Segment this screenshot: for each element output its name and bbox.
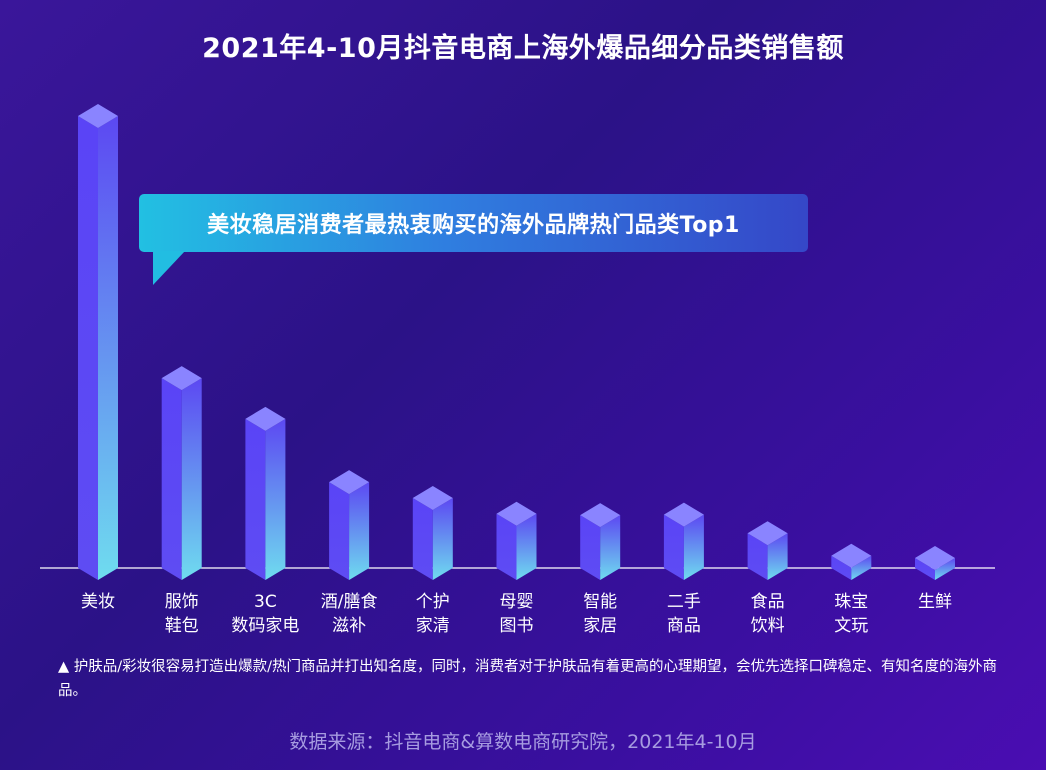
category-label-line: 个护 [415, 592, 450, 612]
category-label-line: 服饰 [164, 592, 199, 612]
category-label-line: 生鲜 [918, 592, 952, 612]
bar-top-face [663, 502, 704, 527]
bar-left-face [496, 513, 517, 580]
footnote: ▲ 护肤品/彩妆很容易打造出爆款/热门商品并打出知名度，同时，消费者对于护肤品有… [58, 659, 998, 699]
bar-top-face [412, 485, 453, 510]
bar [915, 546, 955, 580]
bar [329, 470, 370, 580]
category-label-line: 酒/膳食 [320, 592, 378, 612]
category-label-line: 鞋包 [164, 616, 199, 636]
bar-right-face [181, 378, 202, 580]
bar-top-face [915, 546, 955, 571]
bar-top-face [78, 104, 118, 128]
chart-title: 2021年4-10月抖音电商上海外爆品细分品类销售额 [202, 33, 844, 64]
bar [580, 503, 621, 580]
bar-top-face [245, 406, 286, 431]
category-label: 二手 商品 [634, 590, 734, 638]
category-label-line: 文玩 [834, 616, 869, 636]
category-label-line: 图书 [499, 616, 534, 636]
bar-left-face [831, 555, 852, 580]
bar [78, 104, 118, 580]
bar [747, 521, 788, 580]
category-label-line: 二手 [666, 592, 701, 612]
category-label-line: 智能 [583, 592, 618, 612]
category-label-line: 食品 [750, 592, 785, 612]
category-label: 母婴 图书 [467, 590, 567, 638]
bar-right-face [600, 515, 621, 580]
bar [412, 485, 453, 580]
category-label-line: 美妆 [81, 592, 115, 612]
callout-text: 美妆稳居消费者最热衷购买的海外品牌热门品类Top1 [207, 213, 740, 238]
bar-right-face [851, 555, 872, 580]
bar-right-face [98, 116, 118, 580]
category-label: 生鲜 [885, 590, 985, 614]
bar-top-face [329, 470, 370, 495]
category-label-line: 商品 [666, 616, 701, 636]
category-label-line: 3C [254, 592, 277, 612]
category-label-line: 珠宝 [834, 592, 869, 612]
bar-top-face [747, 521, 788, 546]
category-label-line: 家清 [415, 616, 450, 636]
category-label: 美妆 [48, 590, 148, 614]
bar-right-face [265, 418, 286, 580]
bar [831, 543, 872, 580]
bar-right-face [935, 558, 955, 580]
bar-right-face [516, 513, 537, 580]
bar-left-face [663, 514, 684, 580]
callout-box: 美妆稳居消费者最热衷购买的海外品牌热门品类Top1 [139, 194, 808, 252]
category-label-line: 家居 [583, 616, 618, 636]
bar-left-face [747, 533, 768, 580]
category-label: 服饰 鞋包 [132, 590, 232, 638]
category-label-line: 数码家电 [231, 616, 300, 636]
bar [496, 501, 537, 580]
bar-right-face [683, 514, 704, 580]
bar-left-face [412, 497, 433, 580]
bar-top-face [831, 543, 872, 568]
bar [245, 406, 286, 580]
bar-right-face [432, 497, 453, 580]
bar-top-face [580, 503, 621, 528]
category-label: 珠宝 文玩 [801, 590, 901, 638]
bar-top-face [496, 501, 537, 526]
bar-right-face [767, 533, 788, 580]
bar-right-face [349, 482, 370, 580]
bar-left-face [329, 482, 350, 580]
bar [663, 502, 704, 580]
bar-left-face [78, 116, 98, 580]
bar-top-face [161, 366, 202, 391]
bar-left-face [161, 378, 182, 580]
category-label-line: 滋补 [332, 616, 367, 636]
callout-tail [153, 251, 185, 285]
category-label-line: 母婴 [499, 592, 534, 612]
bar-left-face [245, 418, 266, 580]
category-label: 智能 家居 [550, 590, 650, 638]
bar-left-face [915, 558, 935, 580]
category-label: 酒/膳食滋补 [299, 590, 399, 638]
data-source: 数据来源：抖音电商&算数电商研究院，2021年4-10月 [289, 731, 757, 753]
bar [161, 366, 202, 580]
category-label: 个护 家清 [383, 590, 483, 638]
bar-left-face [580, 515, 601, 580]
category-label: 3C 数码家电 [215, 590, 315, 638]
category-label: 食品 饮料 [718, 590, 818, 638]
category-label-line: 饮料 [750, 616, 785, 636]
